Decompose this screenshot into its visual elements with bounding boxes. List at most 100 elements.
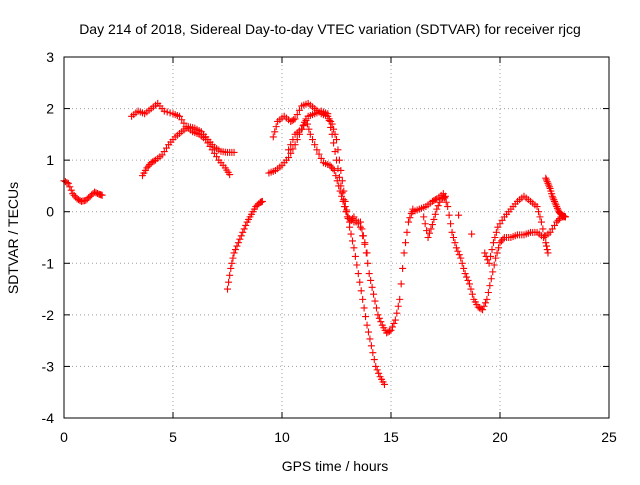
data-point [361,240,369,248]
data-point [543,242,551,250]
data-point [426,229,434,237]
y-tick-labels: -4 -3 -2 -1 0 1 2 3 [42,49,55,426]
x-tick-labels: 0 5 10 15 20 25 [60,429,617,445]
data-point [300,121,308,129]
data-point [442,192,449,200]
data-point [497,237,505,245]
data-point [367,342,375,350]
data-point [431,210,439,218]
data-point [365,270,373,278]
data-point [373,366,381,374]
x-tick-label: 20 [492,429,508,445]
data-point [428,197,436,205]
data-point [484,256,492,264]
axis-ticks [63,56,610,419]
data-point [545,181,553,189]
data-point [533,203,541,211]
data-point [452,244,460,252]
data-point [404,218,412,226]
data-point [359,232,367,240]
data-point [406,214,414,222]
data-point [448,228,456,236]
data-point [421,220,429,228]
data-point [328,120,336,128]
data-point [226,271,234,279]
data-point [337,182,345,190]
data-point [391,316,399,324]
data-point [372,362,380,370]
data-point [434,202,442,210]
data-point [353,261,361,269]
data-point [542,174,550,182]
data-point [424,234,432,241]
data-point [384,328,392,336]
y-axis-label: SDTVAR / TECUs [5,182,21,294]
data-point [487,275,495,283]
grid [64,57,609,418]
data-point [150,157,158,165]
data-point [237,232,245,240]
data-point [236,235,244,243]
data-point [481,299,489,307]
data-point [442,198,450,206]
data-point [485,259,493,267]
data-point [362,313,370,321]
data-point [543,176,551,184]
data-point [285,154,293,162]
data-point [457,254,465,262]
data-point [375,369,383,377]
data-point [357,287,365,295]
data-point [291,115,299,123]
data-point [295,106,303,114]
y-tick-label: -3 [42,358,55,374]
data-point [358,225,366,233]
x-tick-label: 10 [274,429,290,445]
data-point [436,198,444,206]
data-point [465,280,473,288]
data-point [467,285,475,293]
data-point [550,196,558,204]
y-tick-label: 3 [46,49,54,65]
data-point [386,327,394,335]
data-point [293,111,301,119]
data-point [377,318,385,326]
data-point [387,326,395,334]
data-point [487,252,495,260]
data-point [556,215,564,223]
data-point [228,259,236,267]
data-point [311,141,319,149]
data-point [230,148,238,156]
data-point [67,186,75,194]
data-point [463,273,471,281]
data-point [447,220,455,228]
data-point [540,232,548,240]
data-point [98,191,106,199]
data-point [359,295,367,303]
data-point [396,295,404,303]
data-point [367,276,375,284]
data-point [428,221,436,229]
data-point [439,194,447,202]
data-point [334,146,342,154]
data-point [91,188,99,196]
data-point [480,302,488,310]
data-point [229,254,237,262]
data-point [147,159,155,167]
data-point [461,270,469,278]
data-point [468,230,476,238]
data-point [69,190,77,198]
data-point [66,183,74,191]
data-point [372,304,380,312]
data-point [488,246,496,254]
data-point [484,289,492,297]
data-point [543,178,551,186]
data-point [340,187,348,195]
y-tick-label: 0 [46,204,54,220]
data-point [464,276,472,284]
data-point [476,304,484,312]
data-point [348,215,356,223]
data-point [433,205,441,213]
data-point [288,117,296,125]
data-point [354,270,362,278]
data-point [455,251,463,259]
